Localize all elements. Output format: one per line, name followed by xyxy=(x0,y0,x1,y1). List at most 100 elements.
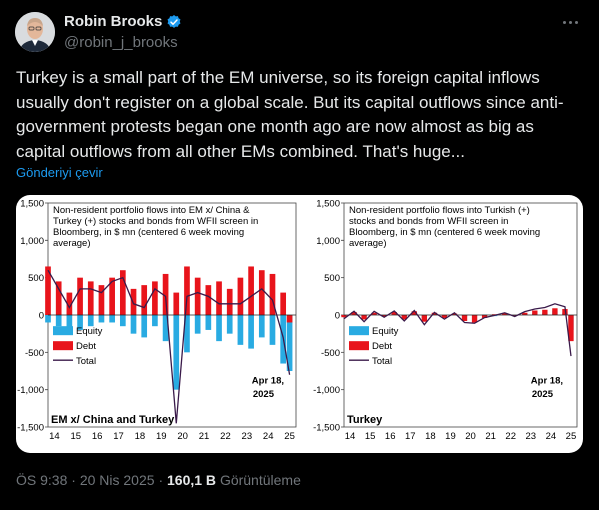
x-tick-label: 19 xyxy=(156,431,167,442)
debt-bar xyxy=(45,266,51,315)
views-count: 160,1 B xyxy=(167,472,217,488)
y-tick-label: -1,500 xyxy=(313,423,340,434)
debt-bar xyxy=(141,285,148,315)
y-tick-label: 1,000 xyxy=(316,236,340,247)
x-tick-label: 16 xyxy=(385,431,396,442)
avatar-portrait-icon xyxy=(15,12,55,52)
equity-bar xyxy=(66,315,73,334)
panel-label: Turkey xyxy=(347,414,383,426)
debt-bar xyxy=(522,312,528,315)
legend-swatch xyxy=(53,341,73,351)
debt-bar xyxy=(286,315,293,323)
debt-bar xyxy=(162,273,169,315)
tweet-text: Turkey is a small part of the EM univers… xyxy=(16,68,564,161)
x-tick-label: 20 xyxy=(465,431,476,442)
x-tick-label: 24 xyxy=(546,431,557,442)
more-options-icon[interactable] xyxy=(559,14,581,30)
debt-bar xyxy=(226,288,233,315)
x-tick-label: 21 xyxy=(199,431,210,442)
author-name[interactable]: Robin Brooks xyxy=(64,13,163,30)
debt-bar xyxy=(341,315,347,318)
debt-bar xyxy=(381,315,387,317)
author-handle[interactable]: @robin_j_brooks xyxy=(64,34,178,51)
debt-bar xyxy=(351,312,357,315)
x-tick-label: 17 xyxy=(113,431,124,442)
debt-bar xyxy=(532,310,538,315)
equity-bar xyxy=(119,315,126,327)
equity-bar xyxy=(109,315,115,323)
chart-image: 1,500 1,000 500 0 -500 -1,000 -1,500 14 15 16 17 18… xyxy=(17,199,578,442)
legend-swatch xyxy=(53,326,73,336)
tweet-meta: ÖS 9:38 · 20 Nis 2025 · 160,1 B Görüntül… xyxy=(16,472,301,488)
debt-bar xyxy=(411,311,417,315)
chart-panel-2: 1,500 1,000 500 0 -500 -1,000 -1,500 14 15 16 17 18… xyxy=(313,199,578,442)
avatar[interactable] xyxy=(15,12,55,52)
y-tick-label: -1,000 xyxy=(313,385,340,396)
x-tick-label: 24 xyxy=(263,431,274,442)
equity-bar xyxy=(237,315,244,345)
x-tick-label: 25 xyxy=(566,431,577,442)
x-tick-label: 15 xyxy=(365,431,376,442)
x-tick-label: 15 xyxy=(71,431,82,442)
tweet-time[interactable]: ÖS 9:38 xyxy=(16,472,68,488)
debt-bar xyxy=(391,312,397,315)
y-tick-label: 0 xyxy=(335,311,340,322)
debt-bar xyxy=(237,277,244,315)
x-tick-label: 25 xyxy=(284,431,295,442)
meta-separator: · xyxy=(158,472,164,488)
panel-label: EM x/ China and Turkey xyxy=(51,414,175,426)
chart-title-line: Non-resident portfolio flows into EM x/ … xyxy=(53,205,250,216)
x-tick-label: 21 xyxy=(485,431,496,442)
debt-bar xyxy=(77,277,83,315)
debt-bar xyxy=(109,277,115,315)
debt-bar xyxy=(421,315,428,322)
y-tick-label: -500 xyxy=(25,348,44,359)
debt-bar xyxy=(461,315,468,321)
legend-label: Equity xyxy=(372,326,399,337)
x-tick-label: 23 xyxy=(526,431,537,442)
y-tick-label: 500 xyxy=(324,273,340,284)
equity-bar xyxy=(258,315,265,338)
debt-bar xyxy=(66,292,73,315)
x-tick-label: 20 xyxy=(177,431,188,442)
debt-bar xyxy=(431,312,438,315)
y-tick-label: 1,000 xyxy=(20,236,44,247)
chart-title-line: Bloomberg, in $ mn (centered 6 week movi… xyxy=(349,227,540,238)
legend-swatch xyxy=(349,341,369,351)
equity-bar xyxy=(205,315,212,330)
equity-bar xyxy=(173,315,180,390)
equity-bar xyxy=(77,315,83,330)
x-tick-label: 14 xyxy=(345,431,356,442)
debt-bar xyxy=(55,281,62,315)
tweet-media-image[interactable]: 1,500 1,000 500 0 -500 -1,000 -1,500 14 15 16 17 18… xyxy=(16,195,583,453)
equity-bar xyxy=(216,315,222,342)
debt-bar xyxy=(568,315,574,342)
debt-bar xyxy=(451,313,458,315)
debt-bar xyxy=(184,266,190,315)
translate-post-link[interactable]: Gönderiyi çevir xyxy=(16,165,103,180)
debt-bar xyxy=(371,312,377,315)
equity-bar xyxy=(194,315,201,334)
y-tick-label: 500 xyxy=(28,273,44,284)
x-tick-label: 18 xyxy=(425,431,436,442)
chart-panel-1: 1,500 1,000 500 0 -500 -1,000 -1,500 14 15 16 17 18… xyxy=(17,199,297,442)
debt-bar xyxy=(152,281,158,315)
debt-bar xyxy=(502,313,508,315)
equity-bar xyxy=(55,315,62,327)
debt-bar xyxy=(130,288,137,315)
chart-title-line: Bloomberg, in $ mn (centered 6 week movi… xyxy=(53,227,244,238)
debt-bar xyxy=(98,285,105,315)
equity-bar xyxy=(141,315,148,338)
tweet-date[interactable]: 20 Nis 2025 xyxy=(79,472,155,488)
debt-bar xyxy=(441,315,448,318)
debt-bar xyxy=(216,281,222,315)
total-line xyxy=(343,303,572,357)
debt-bar xyxy=(248,266,254,315)
x-tick-label: 19 xyxy=(445,431,456,442)
debt-bar xyxy=(173,292,180,315)
equity-bar xyxy=(152,315,158,327)
chart-title-line: Turkey (+) stocks and bonds from WFII sc… xyxy=(53,216,258,227)
y-tick-label: 0 xyxy=(39,311,44,322)
x-tick-label: 14 xyxy=(49,431,60,442)
debt-bar xyxy=(481,315,488,318)
